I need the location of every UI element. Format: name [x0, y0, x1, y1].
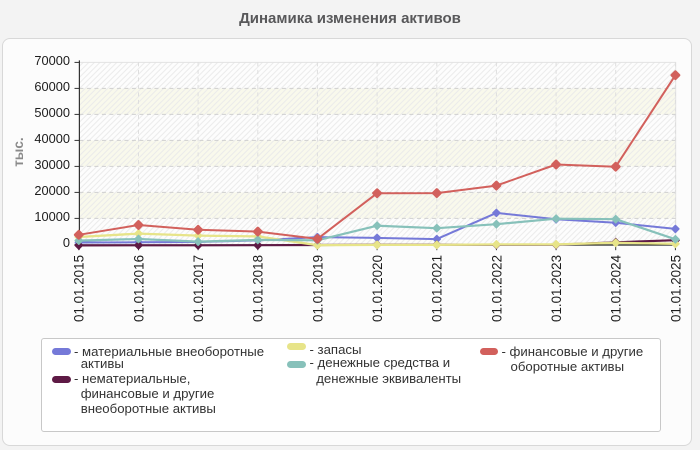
svg-text:01.01.2020: 01.01.2020: [370, 255, 385, 322]
svg-text:01.01.2022: 01.01.2022: [489, 255, 504, 322]
svg-text:20000: 20000: [34, 183, 70, 198]
svg-text:01.01.2024: 01.01.2024: [609, 254, 624, 322]
svg-text:40000: 40000: [34, 131, 70, 146]
svg-text:70000: 70000: [34, 53, 70, 68]
svg-text:60000: 60000: [34, 79, 70, 94]
svg-text:50000: 50000: [34, 105, 70, 120]
svg-text:тыс.: тыс.: [11, 137, 26, 166]
svg-text:01.01.2019: 01.01.2019: [310, 255, 325, 322]
svg-text:01.01.2025: 01.01.2025: [668, 255, 683, 322]
svg-text:30000: 30000: [34, 157, 70, 172]
svg-text:01.01.2023: 01.01.2023: [549, 255, 564, 322]
svg-text:01.01.2021: 01.01.2021: [430, 255, 445, 322]
svg-text:01.01.2018: 01.01.2018: [251, 255, 266, 322]
svg-text:01.01.2017: 01.01.2017: [191, 255, 206, 322]
svg-text:01.01.2016: 01.01.2016: [131, 255, 146, 322]
svg-text:10000: 10000: [34, 209, 70, 224]
svg-text:0: 0: [63, 235, 70, 250]
svg-text:01.01.2015: 01.01.2015: [72, 255, 87, 322]
